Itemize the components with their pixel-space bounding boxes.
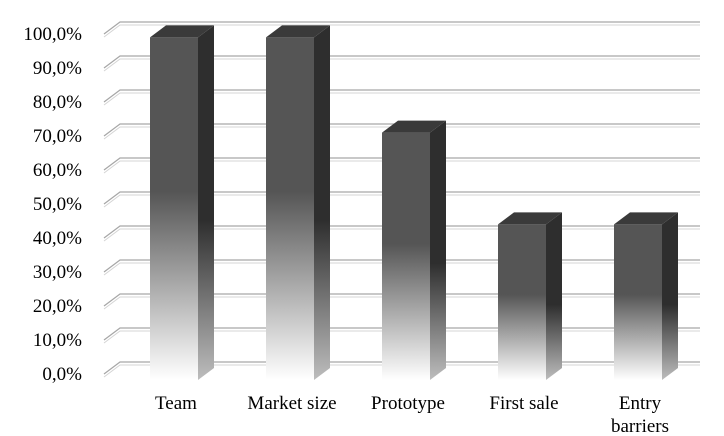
y-tick-label: 50,0% (33, 194, 82, 215)
y-tick-label: 10,0% (33, 330, 82, 351)
x-category-label: Prototype (371, 393, 445, 414)
gridline-shadow (103, 160, 700, 174)
bar (150, 25, 214, 381)
bar (498, 212, 562, 380)
bars (150, 25, 678, 381)
gridline (103, 21, 700, 35)
bar (614, 212, 678, 380)
bar-side (546, 212, 562, 380)
x-category-label: First sale (489, 393, 558, 414)
bar-top (614, 212, 678, 225)
y-tick-label: 0,0% (42, 364, 82, 385)
x-category-label: Entry barriers (611, 393, 669, 436)
bar-front (150, 37, 198, 381)
gridline-shadow (103, 126, 700, 140)
y-tick-label: 30,0% (33, 262, 82, 283)
bar-top (382, 120, 446, 133)
gridline (103, 157, 700, 171)
y-axis-tick-labels: 0,0% 10,0% 20,0% 30,0% 40,0% 50,0% 60,0% 70,0% 8… (23, 24, 82, 385)
y-tick-label: 80,0% (33, 92, 82, 113)
y-tick-label: 90,0% (33, 58, 82, 79)
bar-side (662, 212, 678, 380)
bar-front (266, 37, 314, 381)
x-axis-category-labels: Team Market size Prototype First sale Entry b… (155, 393, 669, 436)
gridline-shadow (103, 194, 700, 208)
gridline (103, 191, 700, 205)
gridlines (103, 21, 700, 378)
bar-side (198, 25, 214, 381)
bar-front (498, 224, 546, 380)
x-category-label: Market size (247, 393, 336, 414)
bar-side (314, 25, 330, 381)
bar (266, 25, 330, 381)
y-tick-label: 100,0% (23, 24, 82, 45)
y-tick-label: 70,0% (33, 126, 82, 147)
gridline-shadow (103, 24, 700, 38)
bar-front (614, 224, 662, 380)
bar-front (382, 132, 430, 380)
x-category-label: Team (155, 393, 197, 414)
gridline (103, 89, 700, 103)
gridline-shadow (103, 92, 700, 106)
bar-side (430, 120, 446, 380)
y-tick-label: 40,0% (33, 228, 82, 249)
gridline (103, 123, 700, 137)
y-tick-label: 20,0% (33, 296, 82, 317)
bar (382, 120, 446, 380)
gridline-shadow (103, 58, 700, 72)
y-tick-label: 60,0% (33, 160, 82, 181)
bar-top (498, 212, 562, 225)
bar-top (150, 25, 214, 38)
bar-top (266, 25, 330, 38)
gridline (103, 55, 700, 69)
